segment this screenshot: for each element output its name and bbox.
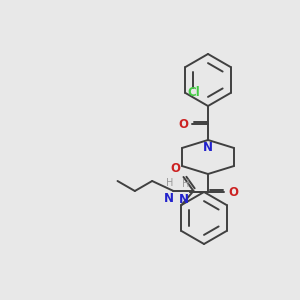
Text: N: N (179, 193, 189, 206)
Text: H: H (182, 179, 189, 189)
Text: N: N (164, 192, 173, 205)
Text: O: O (178, 118, 188, 130)
Text: N: N (203, 141, 213, 154)
Text: O: O (170, 162, 181, 175)
Text: H: H (166, 178, 173, 188)
Text: Cl: Cl (188, 86, 200, 100)
Text: O: O (228, 185, 238, 199)
